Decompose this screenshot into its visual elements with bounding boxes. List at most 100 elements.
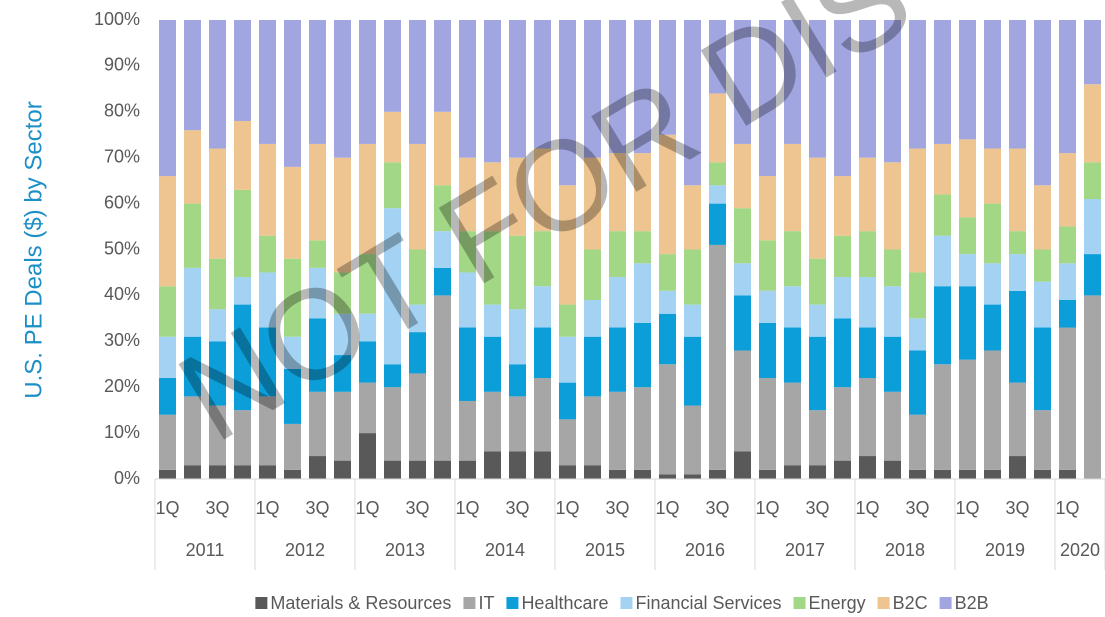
bar-segment — [259, 20, 276, 144]
y-tick-label: 90% — [104, 55, 140, 75]
bar-segment — [209, 405, 226, 466]
bar-segment — [509, 20, 526, 158]
bar-segment — [634, 469, 651, 479]
bar-segment — [309, 318, 326, 392]
bar-segment — [584, 336, 601, 397]
bar-segment — [959, 139, 976, 218]
x-tick-label: 1Q — [855, 498, 879, 518]
bar-segment — [1034, 185, 1051, 250]
bar-segment — [984, 304, 1001, 351]
x-tick-label: 3Q — [805, 498, 829, 518]
bar-segment — [184, 267, 201, 337]
bar-segment — [959, 217, 976, 255]
bar-segment — [834, 235, 851, 278]
bar-segment — [1084, 254, 1101, 296]
bar-segment — [209, 309, 226, 342]
bar-segment — [634, 231, 651, 264]
bar-segment — [534, 286, 551, 328]
bar-segment — [384, 460, 401, 479]
legend-swatch — [463, 597, 476, 609]
bar-segment — [234, 20, 251, 121]
bar-segment — [884, 20, 901, 163]
bar-segment — [159, 336, 176, 379]
bar-segment — [1034, 20, 1051, 186]
bar-segment — [859, 378, 876, 457]
y-tick-label: 30% — [104, 330, 140, 350]
bar-segment — [434, 20, 451, 112]
bar-segment — [784, 327, 801, 383]
legend-swatch — [793, 597, 806, 609]
bar-segment — [759, 469, 776, 479]
bar-segment — [884, 391, 901, 461]
bar-segment — [909, 272, 926, 319]
bar-segment — [184, 336, 201, 397]
bar-segment — [159, 414, 176, 470]
bar-segment — [559, 185, 576, 305]
bar-segment — [709, 185, 726, 204]
bar-segment — [384, 111, 401, 163]
bar-segment — [684, 474, 701, 479]
bar-segment — [159, 20, 176, 177]
bar-segment — [609, 20, 626, 154]
bar-segment — [259, 272, 276, 328]
bar-segment — [534, 378, 551, 452]
y-tick-label: 40% — [104, 284, 140, 304]
legend-swatch — [255, 597, 268, 609]
bar-segment — [809, 465, 826, 479]
bar-segment — [1059, 20, 1076, 154]
bar-segment — [934, 286, 951, 365]
bar-segment — [359, 382, 376, 434]
bar-segment — [784, 465, 801, 479]
y-tick-label: 100% — [94, 9, 140, 29]
bar-segment — [409, 460, 426, 479]
bar-segment — [334, 355, 351, 392]
bar-segment — [1059, 327, 1076, 470]
bar-segment — [734, 20, 751, 144]
bar-segment — [609, 327, 626, 392]
x-tick-label: 1Q — [555, 498, 579, 518]
bar-segment — [1009, 290, 1026, 383]
bar-segment — [359, 143, 376, 255]
legend-label: B2C — [893, 593, 928, 613]
bar-segment — [834, 460, 851, 479]
bar-segment — [484, 391, 501, 452]
year-label: 2018 — [885, 540, 925, 560]
bar-segment — [709, 93, 726, 163]
bar-segment — [884, 286, 901, 337]
bar-segment — [359, 254, 376, 314]
bar-segment — [934, 143, 951, 195]
bar-segment — [584, 20, 601, 158]
x-tick-label: 3Q — [505, 498, 529, 518]
bar-segment — [284, 20, 301, 167]
bar-segment — [734, 451, 751, 479]
bar-segment — [509, 235, 526, 310]
x-tick-label: 3Q — [605, 498, 629, 518]
bar-segment — [684, 405, 701, 475]
bar-segment — [1034, 281, 1051, 328]
bar-segment — [909, 148, 926, 273]
x-tick-label: 1Q — [1055, 498, 1079, 518]
bar-segment — [184, 396, 201, 466]
bar-segment — [859, 157, 876, 232]
bar-segment — [684, 336, 701, 406]
legend-label: Materials & Resources — [270, 593, 451, 613]
bar-segment — [434, 185, 451, 232]
bar-segment — [659, 20, 676, 135]
bar-segment — [459, 157, 476, 232]
bar-segment — [159, 176, 176, 287]
bar-segment — [959, 359, 976, 470]
legend-label: Healthcare — [521, 593, 608, 613]
bar-segment — [884, 162, 901, 250]
bar-segment — [534, 20, 551, 149]
legend-swatch — [877, 597, 890, 609]
bar-segment — [459, 400, 476, 461]
bar-segment — [284, 368, 301, 424]
bar-segment — [909, 469, 926, 479]
legend-label: IT — [478, 593, 494, 613]
bar-segment — [459, 460, 476, 479]
bar-segment — [359, 341, 376, 383]
bar-segment — [859, 231, 876, 278]
bar-segment — [1009, 20, 1026, 149]
year-label: 2015 — [585, 540, 625, 560]
